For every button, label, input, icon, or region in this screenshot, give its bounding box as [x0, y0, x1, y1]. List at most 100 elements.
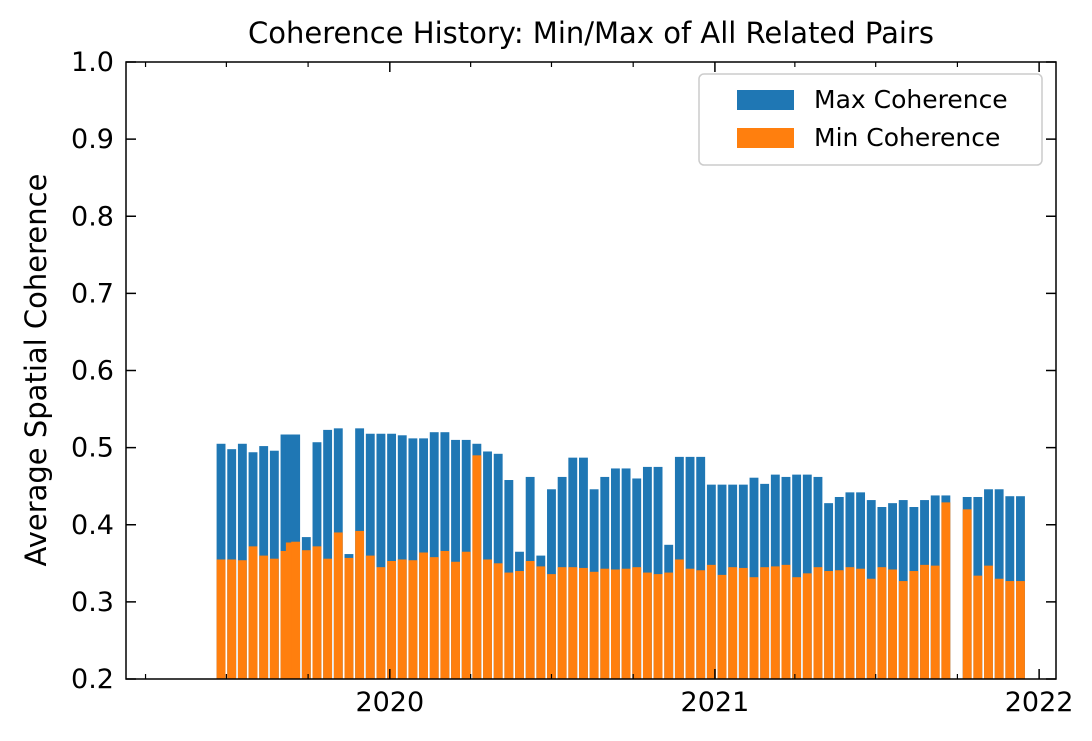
- bar-min: [1016, 581, 1025, 679]
- bar-min: [888, 569, 897, 679]
- bar-min: [280, 550, 290, 679]
- bar-min: [834, 570, 844, 679]
- plot-frame: [125, 61, 1057, 680]
- ticks-layer: 0.2 0.3 0.4 0.5 0.6 0.7 0.8 0.9 1.0 2020 2021 2022: [71, 47, 1073, 718]
- bar-min: [344, 557, 354, 679]
- bar-min: [493, 563, 503, 679]
- bar-min: [291, 541, 301, 679]
- bar-min: [472, 455, 482, 679]
- bar-min: [429, 557, 439, 679]
- bar-min: [813, 567, 823, 679]
- bar-min: [504, 572, 514, 679]
- bar-max: [451, 439, 460, 679]
- legend-swatch-max: [737, 90, 794, 110]
- bar-max: [429, 432, 439, 679]
- bar-min: [994, 578, 1004, 679]
- bar-min: [557, 567, 567, 679]
- bar-min: [323, 558, 333, 679]
- bar-max: [685, 456, 695, 679]
- y-tick-label: 1.0: [71, 47, 114, 78]
- bar-min: [483, 559, 492, 679]
- bar-min: [259, 555, 269, 679]
- bar-min: [547, 574, 556, 679]
- chart-title: Coherence History: Min/Max of All Relate…: [248, 16, 934, 50]
- y-tick-label: 0.8: [71, 201, 114, 232]
- bar-min: [973, 575, 983, 679]
- bar-min: [312, 546, 322, 679]
- bar-min: [621, 568, 631, 679]
- bar-min: [440, 550, 450, 679]
- bar-min: [717, 574, 727, 679]
- bar-min: [664, 572, 674, 679]
- bar-max: [397, 435, 407, 679]
- y-tick-label: 0.9: [71, 124, 114, 155]
- bar-min: [419, 552, 428, 679]
- bar-min: [387, 561, 397, 679]
- bar-max: [408, 438, 418, 679]
- legend-label-max: Max Coherence: [814, 85, 1008, 114]
- bar-min: [1005, 581, 1015, 679]
- y-tick-label: 0.5: [71, 433, 114, 464]
- y-tick-label: 0.4: [71, 510, 114, 541]
- y-tick-label: 0.6: [71, 356, 114, 387]
- bar-max: [792, 474, 802, 679]
- x-tick-label: 2022: [1005, 687, 1074, 718]
- bar-min: [355, 530, 365, 679]
- bar-max: [696, 456, 706, 679]
- bar-min: [216, 559, 226, 679]
- bar-min: [333, 532, 343, 679]
- bar-max: [653, 466, 663, 679]
- bar-min: [760, 567, 770, 679]
- y-tick-label: 0.3: [71, 587, 114, 618]
- bar-max: [387, 433, 397, 679]
- bar-max: [376, 433, 386, 679]
- bar-min: [866, 578, 876, 679]
- legend-label-min: Min Coherence: [814, 123, 1000, 152]
- x-tick-label: 2020: [355, 687, 424, 718]
- bar-min: [674, 559, 684, 679]
- bar-min: [920, 564, 929, 679]
- bar-min: [248, 546, 258, 679]
- bars-layer: [216, 428, 1025, 679]
- bar-min: [685, 568, 695, 679]
- bar-min: [365, 555, 375, 679]
- bar-min: [909, 571, 919, 679]
- bar-min: [962, 509, 972, 679]
- x-tick-label: 2021: [681, 687, 750, 718]
- bar-min: [269, 558, 279, 679]
- bar-min: [802, 573, 812, 679]
- bar-min: [738, 567, 748, 679]
- bar-min: [706, 564, 716, 679]
- bar-min: [792, 577, 802, 679]
- legend: Max Coherence Min Coherence: [698, 73, 1043, 166]
- bar-min: [515, 571, 524, 679]
- bar-min: [301, 550, 311, 679]
- bar-min: [877, 567, 887, 679]
- bar-min: [642, 572, 652, 679]
- bar-min: [568, 567, 578, 679]
- legend-swatch-min: [737, 128, 794, 148]
- bar-min: [984, 565, 993, 679]
- bar-min: [856, 568, 866, 679]
- bar-min: [397, 559, 407, 679]
- bar-min: [898, 581, 908, 679]
- bar-min: [610, 569, 620, 679]
- bar-min: [237, 560, 247, 679]
- bar-min: [408, 560, 418, 679]
- y-axis-label: Average Spatial Coherence: [19, 174, 53, 567]
- bar-min: [536, 566, 546, 679]
- bar-min: [600, 568, 610, 679]
- bar-min: [749, 577, 759, 679]
- bar-min: [653, 574, 663, 679]
- bar-max: [323, 429, 333, 679]
- bar-min: [579, 567, 588, 679]
- bar-min: [941, 502, 951, 679]
- bar-min: [589, 571, 599, 679]
- y-tick-label: 0.2: [71, 664, 114, 695]
- bar-min: [770, 566, 780, 679]
- bar-min: [227, 559, 237, 679]
- bar-min: [696, 570, 706, 679]
- bar-min: [824, 571, 834, 679]
- bar-min: [845, 567, 855, 679]
